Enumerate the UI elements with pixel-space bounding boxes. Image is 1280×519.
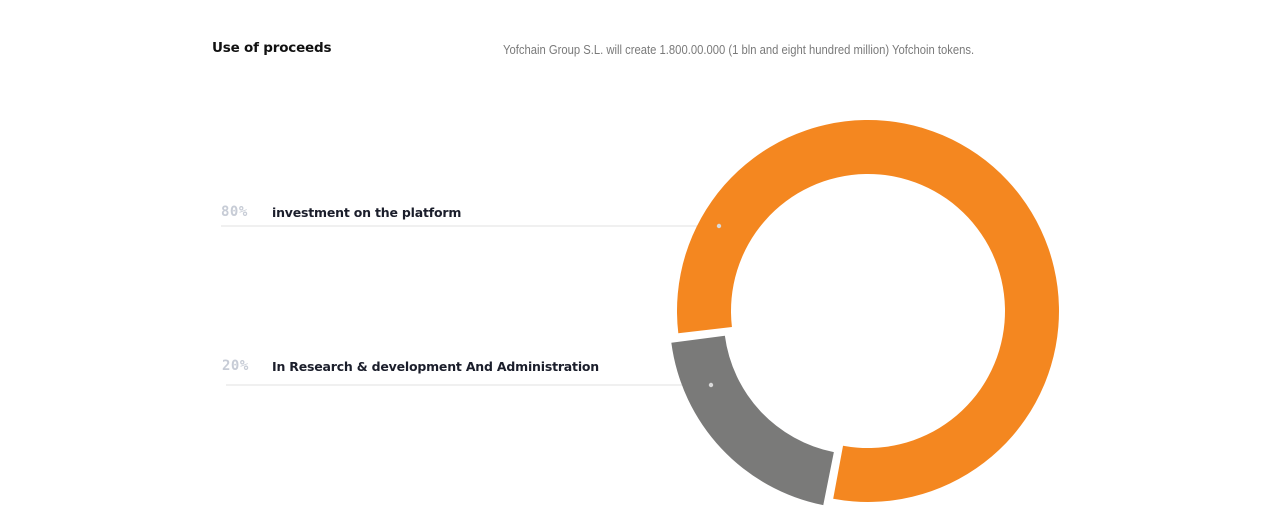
- leader-dot-2: [708, 382, 714, 388]
- intro-text: Yofchain Group S.L. will create 1.800.00…: [503, 43, 975, 57]
- leader-lines: [221, 225, 719, 386]
- leader-dot-1: [716, 223, 722, 229]
- donut-slice-2: [671, 335, 834, 506]
- legend-percent: 80%: [221, 204, 248, 220]
- legend-percent: 20%: [222, 358, 249, 374]
- legend-label: In Research & development And Administra…: [272, 359, 599, 374]
- section-title: Use of proceeds: [212, 40, 332, 56]
- legend-label: investment on the platform: [272, 205, 462, 220]
- donut-slices: [671, 120, 1060, 506]
